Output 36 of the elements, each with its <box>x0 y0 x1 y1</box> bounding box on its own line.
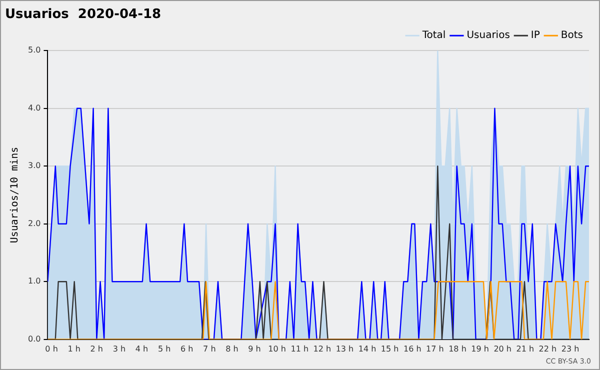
x-tick-label: 23 h <box>561 344 580 354</box>
legend-label: IP <box>530 30 540 42</box>
x-tick-label: 20 h <box>494 344 512 354</box>
x-tick-label: 14 h <box>358 344 376 354</box>
x-tick-label: 18 h <box>448 344 466 354</box>
chart-title: Usuarios 2020-04-18 <box>5 7 162 22</box>
x-tick-label: 0 h <box>45 344 58 354</box>
x-tick-label: 22 h <box>538 344 557 354</box>
x-tick-label: 17 h <box>426 344 444 354</box>
x-tick-label: 8 h <box>226 344 238 354</box>
y-axis-title: Usuarios/10 mins <box>10 146 21 244</box>
x-tick-label: 10 h <box>268 344 286 354</box>
legend-label: Usuarios <box>466 30 510 42</box>
x-tick-label: 15 h <box>380 344 399 354</box>
legend-label: Bots <box>560 30 583 42</box>
x-tick-label: 6 h <box>180 344 194 354</box>
x-tick-label: 16 h <box>403 344 422 354</box>
x-tick-label: 12 h <box>313 344 332 354</box>
x-tick-label: 7 h <box>203 344 216 354</box>
x-tick-label: 1 h <box>68 344 80 354</box>
x-tick-label: 13 h <box>336 344 354 354</box>
x-tick-label: 5 h <box>158 344 171 354</box>
y-tick-label: 5.0 <box>28 46 41 55</box>
x-tick-label: 21 h <box>516 344 534 354</box>
y-tick-label: 0.0 <box>28 334 41 344</box>
y-tick-label: 4.0 <box>28 103 41 112</box>
x-tick-label: 2 h <box>90 344 103 354</box>
x-tick-label: 9 h <box>248 344 261 354</box>
x-tick-label: 11 h <box>290 344 309 354</box>
legend-label: Total <box>421 30 446 42</box>
x-tick-label: 19 h <box>471 344 489 354</box>
y-tick-label: 3.0 <box>28 161 41 170</box>
y-tick-label: 2.0 <box>28 218 41 228</box>
x-tick-label: 4 h <box>135 344 148 354</box>
x-tick-label: 3 h <box>112 344 126 354</box>
y-tick-label: 1.0 <box>28 276 41 286</box>
